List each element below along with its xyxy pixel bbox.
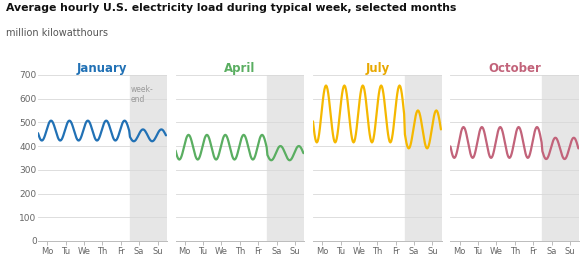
Title: January: January bbox=[77, 62, 128, 75]
Bar bbox=[267, 75, 304, 241]
Text: million kilowatthours: million kilowatthours bbox=[6, 28, 108, 38]
Title: July: July bbox=[365, 62, 390, 75]
Bar bbox=[130, 75, 167, 241]
Text: Average hourly U.S. electricity load during typical week, selected months: Average hourly U.S. electricity load dur… bbox=[6, 3, 456, 13]
Title: April: April bbox=[224, 62, 256, 75]
Title: October: October bbox=[488, 62, 541, 75]
Bar bbox=[405, 75, 442, 241]
Bar bbox=[542, 75, 579, 241]
Text: week-
end: week- end bbox=[130, 85, 153, 104]
